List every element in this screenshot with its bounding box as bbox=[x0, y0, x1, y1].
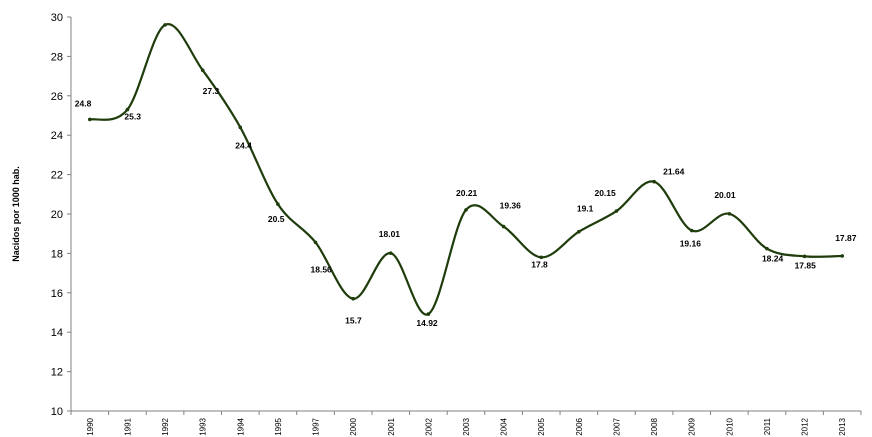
data-label: 17.8 bbox=[531, 259, 548, 269]
x-tick-label: 2000 bbox=[349, 417, 358, 435]
y-tick-label: 28 bbox=[51, 51, 63, 63]
data-point bbox=[652, 179, 656, 184]
data-point bbox=[200, 68, 205, 72]
data-label: 20.5 bbox=[268, 214, 285, 224]
data-label: 20.15 bbox=[594, 188, 616, 198]
data-label: 20.01 bbox=[714, 190, 736, 200]
x-tick-label: 2003 bbox=[462, 417, 471, 435]
x-tick-label: 2009 bbox=[688, 417, 697, 435]
data-label: 27.3 bbox=[203, 86, 220, 96]
x-tick-label: 2005 bbox=[537, 417, 546, 435]
y-tick-label: 26 bbox=[51, 91, 63, 103]
x-tick-label: 2007 bbox=[612, 417, 621, 435]
data-point bbox=[727, 212, 732, 216]
x-tick-label: 1993 bbox=[199, 417, 208, 435]
x-tick-label: 1997 bbox=[312, 417, 321, 435]
data-point bbox=[577, 229, 581, 234]
x-tick-label: 2011 bbox=[763, 417, 772, 435]
x-tick-label: 2004 bbox=[500, 417, 509, 435]
x-tick-label: 2012 bbox=[801, 417, 810, 435]
x-tick-label: 2001 bbox=[387, 417, 396, 435]
y-tick-label: 12 bbox=[51, 367, 63, 379]
x-tick-label: 2010 bbox=[725, 417, 734, 435]
data-label: 18.56 bbox=[311, 264, 333, 274]
data-label: 17.85 bbox=[795, 260, 817, 270]
data-label: 24.4 bbox=[235, 140, 252, 150]
x-tick-label: 1991 bbox=[123, 417, 132, 435]
data-label: 18.01 bbox=[379, 229, 401, 239]
y-tick-label: 24 bbox=[51, 130, 63, 142]
series-line bbox=[89, 23, 843, 316]
x-tick-label: 1992 bbox=[161, 417, 170, 435]
data-point bbox=[388, 251, 393, 256]
data-point bbox=[464, 208, 468, 212]
data-point bbox=[614, 209, 619, 213]
data-labels: 24.825.329.627.324.420.518.5615.718.0114… bbox=[75, 86, 857, 328]
y-axis: 10 12 14 16 18 20 22 24 26 28 30 bbox=[51, 12, 72, 418]
y-tick-label: 20 bbox=[51, 209, 63, 221]
data-label: 25.3 bbox=[124, 112, 141, 122]
data-label: 24.8 bbox=[75, 98, 92, 108]
y-tick-label: 30 bbox=[51, 12, 63, 24]
data-point bbox=[689, 228, 694, 233]
x-tick-label: 2002 bbox=[424, 417, 433, 435]
y-tick-label: 10 bbox=[51, 406, 63, 418]
x-tick-label: 2006 bbox=[575, 417, 584, 435]
data-point bbox=[802, 254, 807, 259]
data-label: 19.16 bbox=[680, 239, 702, 249]
x-axis: 1990 1991 1992 1993 1994 1995 1997 2000 2001 2002… bbox=[70, 410, 862, 436]
data-label: 14.92 bbox=[416, 318, 438, 328]
data-label: 19.36 bbox=[500, 201, 522, 211]
data-label: 17.87 bbox=[835, 233, 857, 243]
y-tick-label: 16 bbox=[51, 288, 63, 300]
data-point bbox=[426, 312, 431, 316]
y-axis-title: Nacidos por 1000 hab. bbox=[11, 166, 21, 262]
x-tick-label: 1995 bbox=[274, 417, 283, 435]
x-tick-label: 2013 bbox=[838, 417, 847, 435]
data-label: 21.64 bbox=[663, 167, 685, 177]
y-tick-label: 22 bbox=[51, 170, 63, 182]
y-tick-label: 14 bbox=[51, 327, 63, 339]
data-point bbox=[276, 202, 280, 206]
series-layer bbox=[88, 23, 844, 316]
data-point bbox=[125, 107, 130, 112]
data-point bbox=[840, 254, 844, 258]
x-tick-label: 2008 bbox=[650, 417, 659, 435]
data-point bbox=[351, 296, 355, 301]
data-label: 18.24 bbox=[762, 254, 784, 264]
data-label: 20.21 bbox=[456, 188, 478, 198]
data-point bbox=[765, 246, 769, 251]
data-point bbox=[238, 125, 243, 130]
x-tick-label: 1990 bbox=[86, 417, 95, 435]
data-label: 19.1 bbox=[577, 204, 594, 214]
data-label: 15.7 bbox=[345, 316, 362, 326]
data-point bbox=[88, 117, 92, 122]
data-point bbox=[539, 255, 544, 260]
data-point bbox=[501, 224, 506, 229]
y-tick-label: 18 bbox=[51, 248, 63, 260]
x-tick-label: 1994 bbox=[236, 417, 245, 435]
data-point bbox=[313, 240, 318, 245]
data-point bbox=[163, 23, 167, 27]
